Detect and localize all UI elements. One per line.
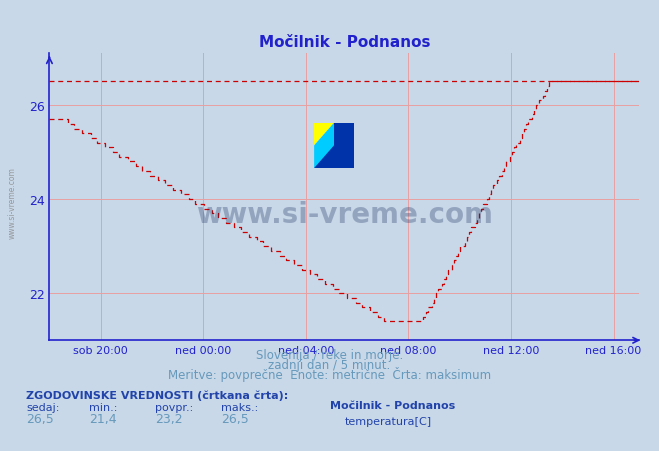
Text: www.si-vreme.com: www.si-vreme.com: [8, 167, 17, 239]
Text: povpr.:: povpr.:: [155, 402, 193, 412]
Text: min.:: min.:: [89, 402, 117, 412]
Polygon shape: [314, 124, 334, 146]
Text: Slovenija / reke in morje.: Slovenija / reke in morje.: [256, 349, 403, 362]
Text: zadnji dan / 5 minut.: zadnji dan / 5 minut.: [268, 359, 391, 372]
Text: temperatura[C]: temperatura[C]: [345, 416, 432, 426]
Text: 26,5: 26,5: [221, 412, 248, 425]
Text: 23,2: 23,2: [155, 412, 183, 425]
Text: 26,5: 26,5: [26, 412, 54, 425]
Polygon shape: [314, 124, 354, 169]
Text: ZGODOVINSKE VREDNOSTI (črtkana črta):: ZGODOVINSKE VREDNOSTI (črtkana črta):: [26, 389, 289, 400]
Text: 21,4: 21,4: [89, 412, 117, 425]
Polygon shape: [334, 124, 354, 169]
Text: maks.:: maks.:: [221, 402, 258, 412]
Text: Meritve: povprečne  Enote: metrične  Črta: maksimum: Meritve: povprečne Enote: metrične Črta:…: [168, 366, 491, 382]
Title: Močilnik - Podnanos: Močilnik - Podnanos: [258, 35, 430, 50]
Text: sedaj:: sedaj:: [26, 402, 60, 412]
Text: Močilnik - Podnanos: Močilnik - Podnanos: [330, 400, 455, 410]
Text: www.si-vreme.com: www.si-vreme.com: [196, 201, 493, 229]
Polygon shape: [314, 124, 354, 169]
